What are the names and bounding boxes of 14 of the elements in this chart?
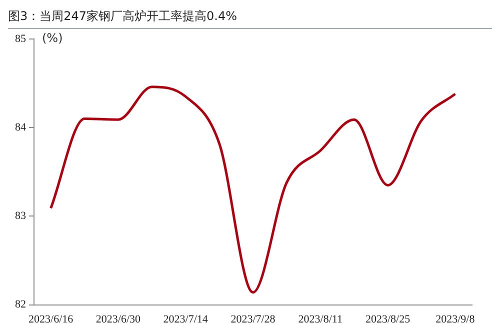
x-tick-label: 2023/8/11 xyxy=(298,313,342,326)
x-tick-label: 2023/9/8 xyxy=(436,313,476,326)
y-tick-label: 82 xyxy=(15,298,26,311)
x-tick-label: 2023/6/30 xyxy=(96,313,142,326)
chart-title: 图3：当周247家钢厂高炉开工率提高0.4% xyxy=(8,8,492,29)
line-series xyxy=(50,86,456,294)
x-tick-label: 2023/7/28 xyxy=(230,313,276,326)
y-tick-label: 83 xyxy=(15,210,26,222)
x-tick-label: 2023/7/14 xyxy=(163,313,208,326)
y-tick-label: 85 xyxy=(15,32,26,45)
y-axis-title: (%) xyxy=(42,31,63,46)
y-tick-label: 84 xyxy=(15,121,26,134)
x-tick-label: 2023/8/25 xyxy=(365,313,411,326)
x-tick-label: 2023/6/16 xyxy=(28,313,74,326)
